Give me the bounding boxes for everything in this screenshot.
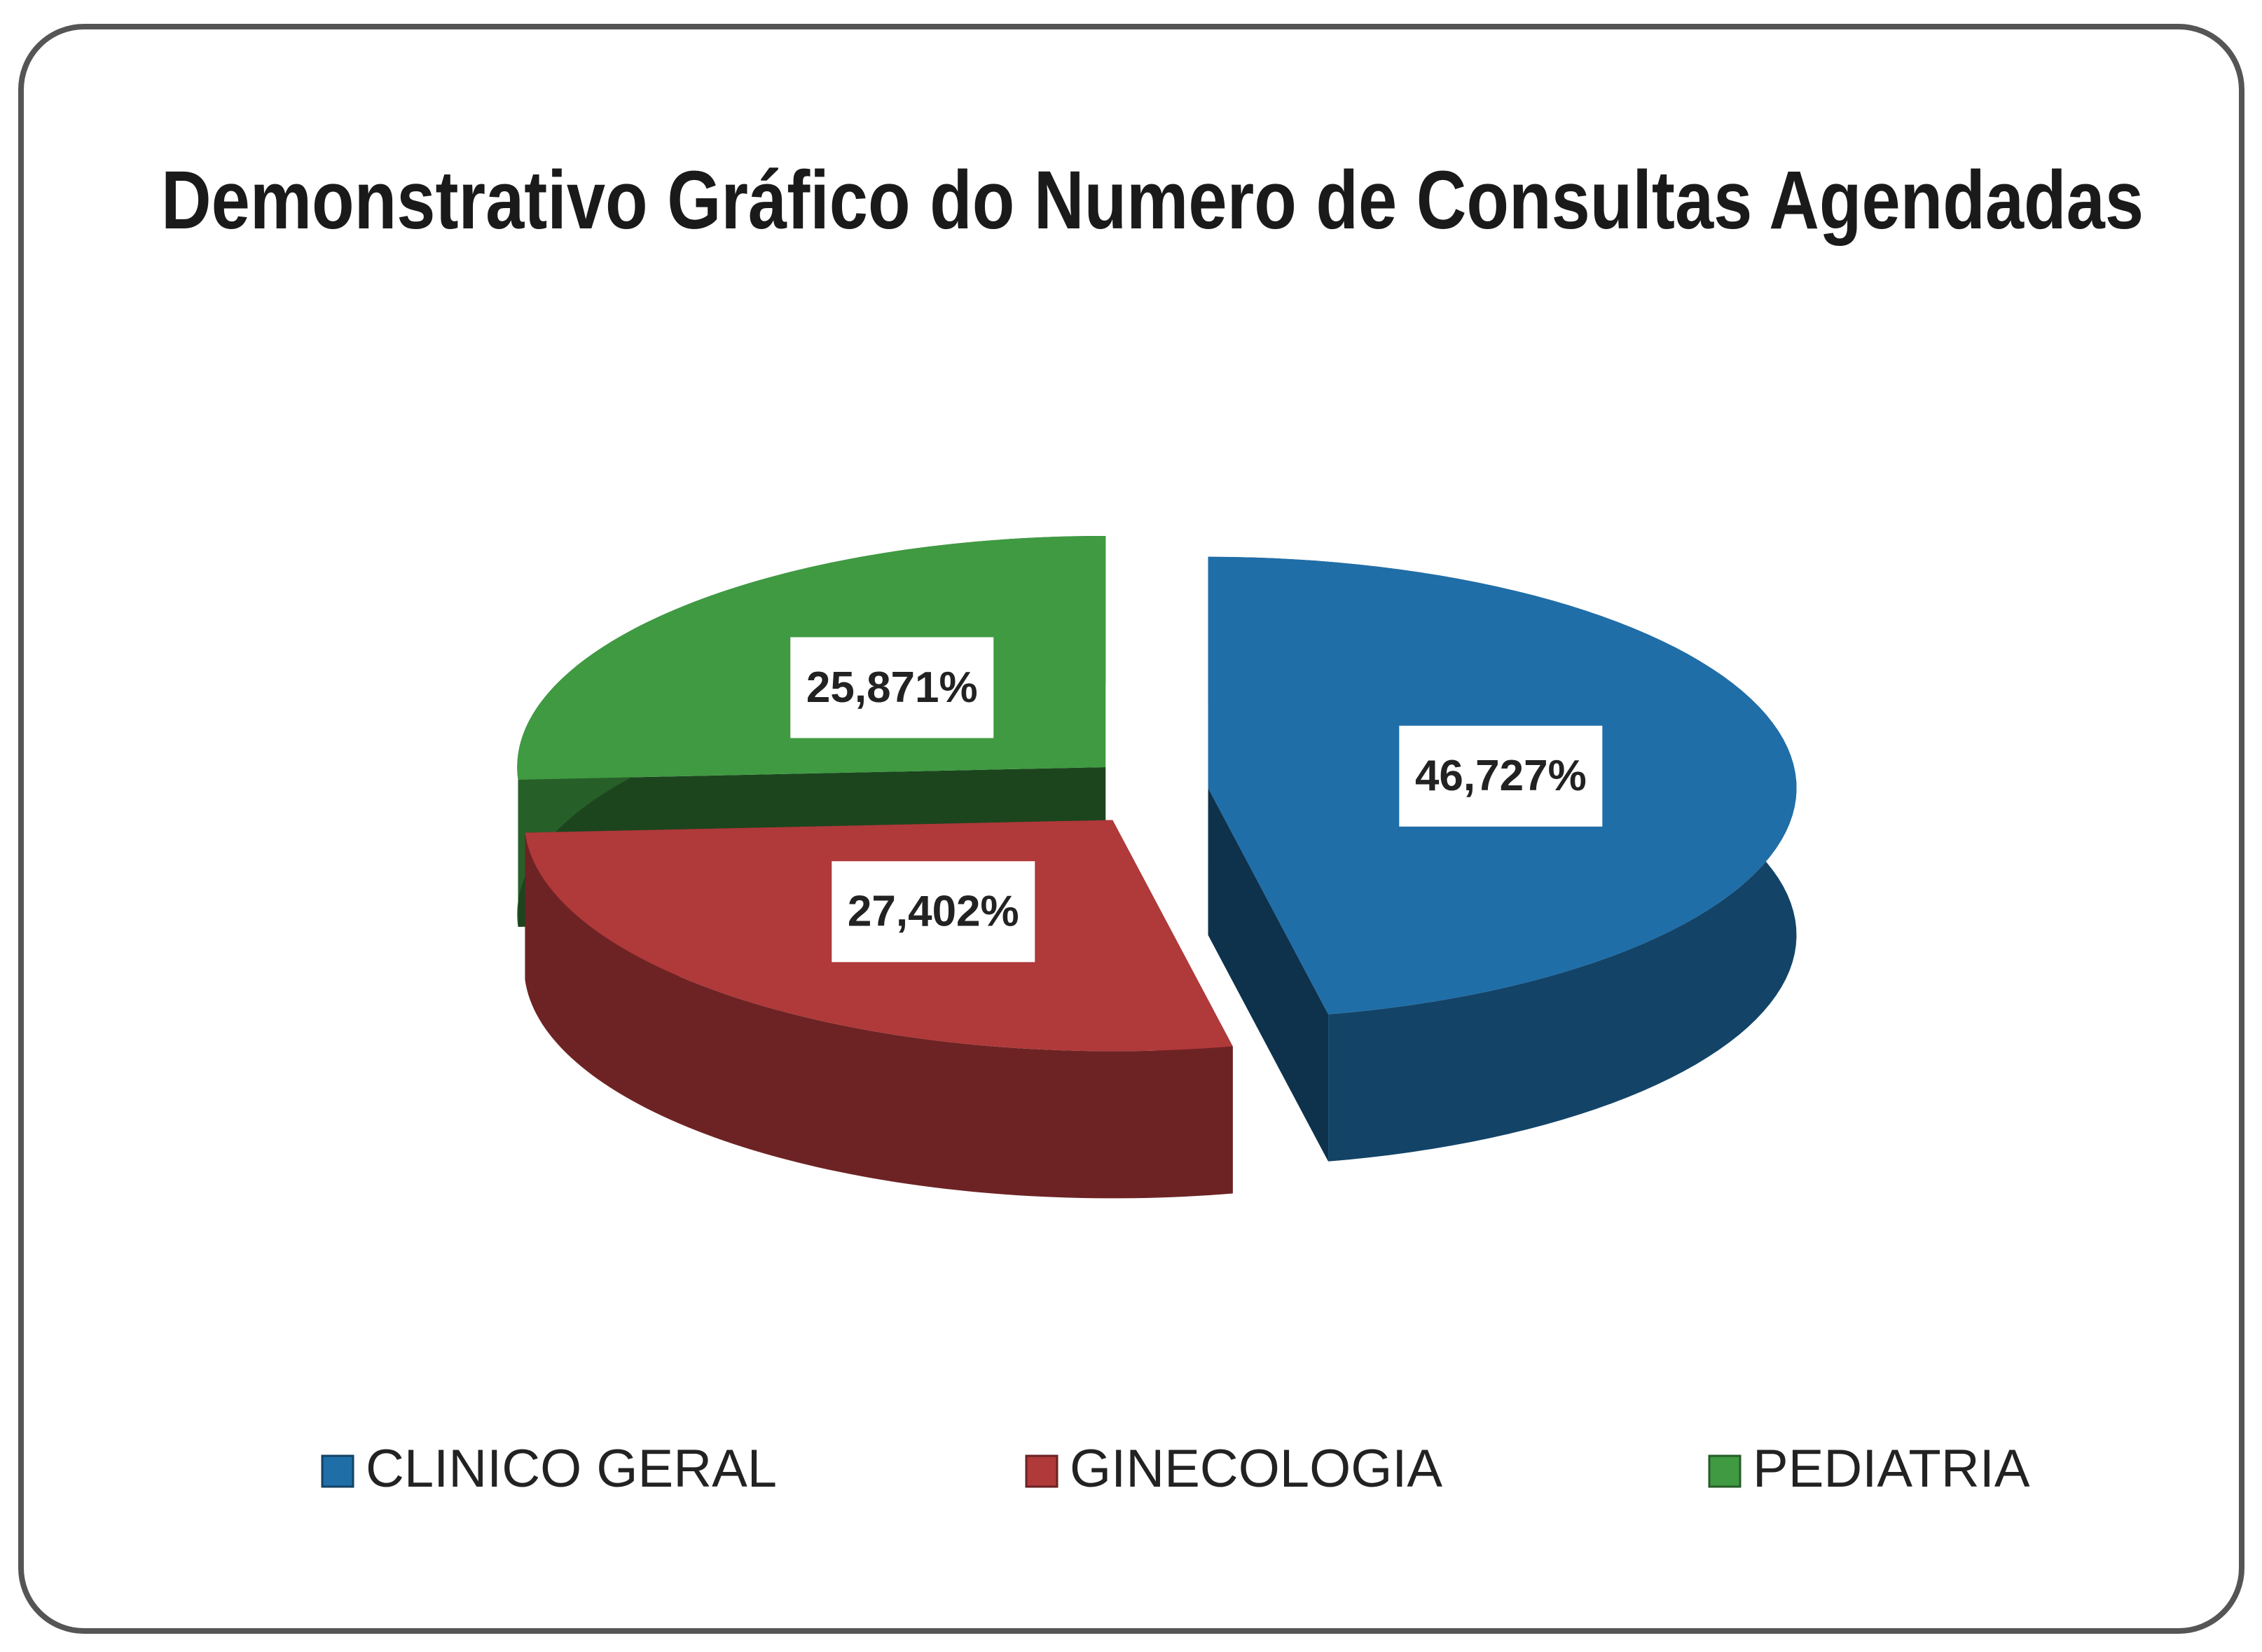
legend-label: CLINICO GERAL: [366, 1439, 777, 1499]
data-label: 25,871%: [806, 663, 978, 712]
data-label: 27,402%: [848, 888, 1019, 936]
data-label-box: [1399, 725, 1603, 827]
data-label: 46,727%: [1415, 752, 1587, 800]
legend-swatch: [321, 1454, 354, 1488]
legend-label: PEDIATRIA: [1753, 1439, 2030, 1499]
chart-frame: [18, 24, 2244, 1634]
slice-wall: [525, 832, 1233, 1199]
legend-label: GINECOLOGIA: [1070, 1439, 1442, 1499]
slice-side: [1208, 787, 1329, 1162]
data-label-box: [832, 861, 1035, 963]
legend-swatch: [1025, 1454, 1058, 1488]
chart-title: Demonstrativo Gráfico do Numero de Consu…: [161, 154, 2144, 247]
data-label-box: [790, 637, 994, 738]
legend-swatch: [1708, 1454, 1742, 1488]
